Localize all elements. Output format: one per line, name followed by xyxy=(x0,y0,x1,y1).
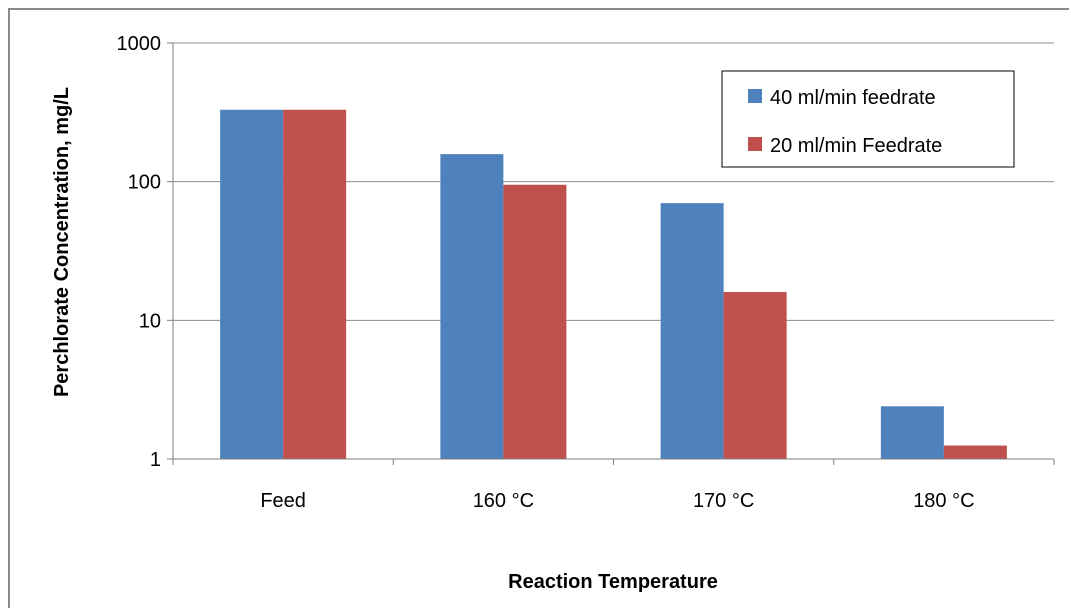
bar xyxy=(220,109,284,460)
legend-swatch-40ml xyxy=(748,89,762,103)
legend-swatch-20ml xyxy=(748,137,762,151)
y-tick-label: 1 xyxy=(150,449,161,471)
legend-label-20ml: 20 ml/min Feedrate xyxy=(770,135,942,157)
x-tick-label: Feed xyxy=(260,490,306,512)
axes xyxy=(172,43,1054,460)
y-tick-labels: 1 10 100 1000 xyxy=(117,33,162,471)
x-tick-label: 170 °C xyxy=(693,490,754,512)
bar xyxy=(880,406,944,459)
bar-chart: 1 10 100 1000 Feed 160 °C 170 °C 180 °C Reacti… xyxy=(51,33,1055,593)
bars xyxy=(220,109,1007,460)
bar xyxy=(440,154,504,459)
legend-label-40ml: 40 ml/min feedrate xyxy=(770,87,936,109)
x-tick-label: 160 °C xyxy=(473,490,534,512)
x-tick-label: 180 °C xyxy=(913,490,974,512)
legend-box xyxy=(721,70,1015,168)
y-axis-title: Perchlorate Concentration, mg/L xyxy=(51,87,73,397)
y-tick-label: 1000 xyxy=(117,33,162,55)
y-tick-label: 100 xyxy=(128,172,161,194)
bar xyxy=(723,292,787,459)
bar xyxy=(943,445,1007,459)
legend: 40 ml/min feedrate 20 ml/min Feedrate xyxy=(721,70,1015,168)
bar xyxy=(660,203,724,459)
bar xyxy=(503,184,567,459)
y-tick-label: 10 xyxy=(139,310,161,332)
bar xyxy=(283,109,347,460)
x-axis-title: Reaction Temperature xyxy=(508,571,718,593)
x-tick-labels: Feed 160 °C 170 °C 180 °C xyxy=(260,490,974,512)
